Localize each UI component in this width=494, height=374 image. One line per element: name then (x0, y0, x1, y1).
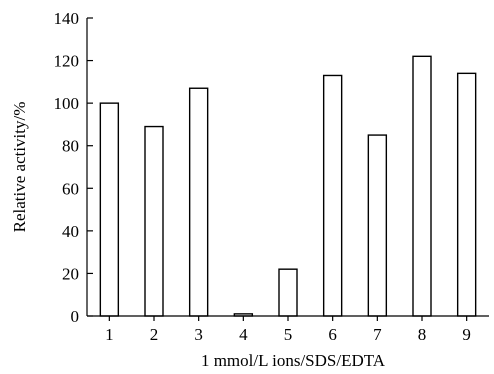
bar-1 (99, 102, 120, 317)
y-tick-label-100: 100 (54, 94, 80, 113)
y-tick-label-40: 40 (62, 222, 79, 241)
bar-7 (367, 134, 388, 317)
x-tick-label-7: 7 (373, 325, 382, 344)
x-tick-label-1: 1 (105, 325, 114, 344)
bar-6 (322, 74, 343, 317)
y-axis-ticks: 0 20 40 60 80 100 120 140 (54, 9, 93, 326)
bar-8 (412, 55, 432, 317)
x-axis-ticks: 1 2 3 4 5 6 7 8 9 (105, 316, 471, 344)
y-tick-label-0: 0 (71, 307, 80, 326)
y-tick-label-140: 140 (54, 9, 80, 28)
y-tick-label-60: 60 (62, 179, 79, 198)
x-tick-label-2: 2 (150, 325, 159, 344)
y-axis-label: Relative activity/% (10, 102, 29, 233)
bars (99, 55, 477, 317)
x-tick-label-9: 9 (462, 325, 471, 344)
bar-5 (278, 268, 298, 317)
x-tick-label-4: 4 (239, 325, 248, 344)
x-tick-label-8: 8 (418, 325, 427, 344)
y-tick-label-80: 80 (62, 137, 79, 156)
x-tick-label-5: 5 (284, 325, 293, 344)
bar-3 (188, 87, 209, 317)
bar-9 (456, 72, 477, 317)
x-axis-label: 1 mmol/L ions/SDS/EDTA (201, 351, 386, 370)
y-tick-label-120: 120 (54, 52, 80, 71)
x-tick-label-3: 3 (194, 325, 203, 344)
bar-2 (144, 125, 164, 317)
x-tick-label-6: 6 (328, 325, 337, 344)
y-tick-label-20: 20 (62, 264, 79, 283)
